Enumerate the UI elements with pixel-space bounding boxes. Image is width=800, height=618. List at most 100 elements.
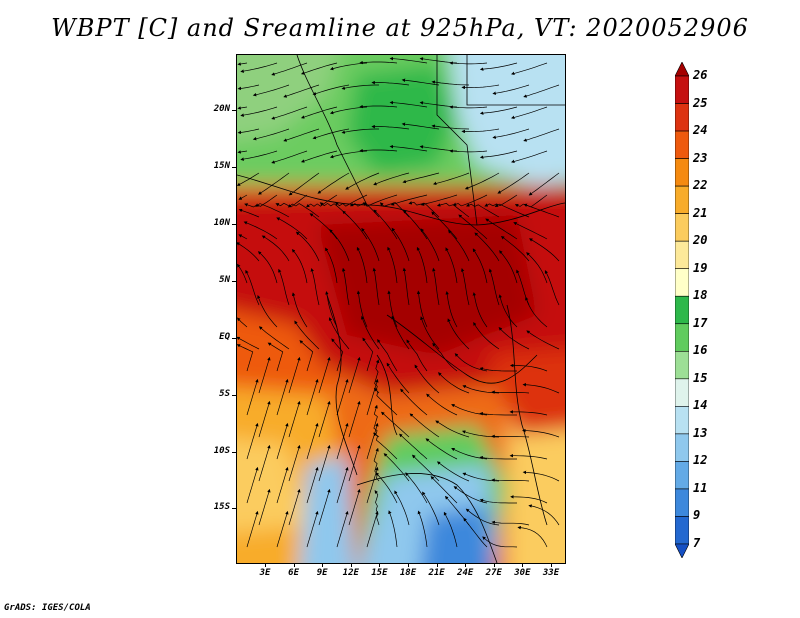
temperature-field bbox=[237, 55, 565, 563]
lon-tick bbox=[493, 563, 495, 567]
streamline bbox=[328, 317, 350, 350]
colorbar-label: 15 bbox=[693, 370, 708, 385]
streamline bbox=[514, 194, 548, 208]
streamline bbox=[373, 387, 398, 416]
lat-label: 15S bbox=[213, 502, 230, 512]
colorbar-segment bbox=[675, 516, 689, 545]
streamline bbox=[526, 330, 560, 350]
streamline bbox=[288, 444, 301, 482]
lat-tick bbox=[232, 110, 236, 111]
streamline bbox=[463, 517, 488, 548]
streamline bbox=[237, 344, 254, 372]
streamline bbox=[449, 149, 488, 153]
lon-label: 30E bbox=[514, 568, 531, 578]
streamline bbox=[362, 194, 398, 207]
colorbar-segment bbox=[675, 213, 689, 242]
streamline bbox=[348, 356, 361, 394]
streamline bbox=[391, 227, 410, 262]
streamline bbox=[240, 62, 278, 73]
streamline bbox=[479, 411, 517, 416]
streamline bbox=[402, 267, 410, 306]
streamline bbox=[374, 490, 380, 526]
streamline bbox=[295, 231, 320, 262]
lon-tick bbox=[465, 563, 467, 567]
lon-label: 15E bbox=[371, 568, 388, 578]
streamline bbox=[522, 382, 560, 394]
streamline bbox=[258, 400, 271, 438]
streamline bbox=[237, 150, 248, 154]
streamline bbox=[258, 356, 271, 394]
streamline bbox=[443, 511, 458, 548]
lon-label: 12E bbox=[342, 568, 359, 578]
temperature-streamline-map bbox=[237, 55, 565, 563]
streamline bbox=[479, 62, 518, 71]
streamline bbox=[341, 84, 379, 90]
streamline bbox=[383, 453, 410, 482]
streamline bbox=[522, 428, 560, 438]
streamline bbox=[484, 194, 518, 207]
streamline bbox=[300, 150, 338, 163]
streamline bbox=[276, 217, 308, 240]
streamline bbox=[271, 106, 308, 120]
colorbar-label: 14 bbox=[693, 398, 708, 413]
colorbar-segment bbox=[675, 103, 689, 132]
streamline bbox=[294, 320, 320, 350]
streamline bbox=[240, 150, 278, 161]
streamline bbox=[306, 466, 319, 504]
streamline bbox=[511, 106, 548, 120]
streamline bbox=[474, 232, 500, 262]
streamline bbox=[373, 447, 380, 482]
streamline bbox=[257, 294, 278, 328]
streamline bbox=[448, 229, 470, 262]
streamline bbox=[237, 263, 248, 284]
streamline bbox=[348, 488, 361, 526]
streamline bbox=[472, 292, 488, 328]
streamline bbox=[246, 510, 259, 548]
streamline bbox=[528, 238, 560, 262]
colorbar-segment bbox=[675, 433, 689, 462]
streamline bbox=[416, 246, 428, 284]
streamline bbox=[318, 444, 331, 482]
streamline bbox=[237, 317, 248, 328]
streamline bbox=[447, 318, 470, 350]
streamline bbox=[252, 84, 290, 97]
streamline bbox=[246, 466, 259, 504]
lon-tick bbox=[551, 563, 552, 567]
streamline bbox=[479, 455, 517, 460]
streamline bbox=[452, 194, 488, 207]
lat-label: EQ bbox=[219, 332, 230, 342]
streamline bbox=[491, 520, 530, 526]
streamline bbox=[417, 510, 428, 548]
colorbar-segment bbox=[675, 461, 689, 490]
streamline bbox=[386, 362, 410, 394]
map-title: WBPT [C] and Sreamline at 925hPa, VT: 20… bbox=[51, 14, 749, 42]
streamline bbox=[362, 337, 374, 372]
streamline bbox=[528, 504, 560, 526]
streamline bbox=[255, 203, 290, 218]
lon-label: 21E bbox=[428, 568, 445, 578]
streamline bbox=[342, 210, 368, 240]
streamline bbox=[291, 292, 308, 328]
lon-tick bbox=[408, 563, 409, 567]
streamline bbox=[491, 478, 530, 482]
streamline bbox=[246, 422, 259, 460]
streamline bbox=[288, 488, 301, 526]
streamline bbox=[258, 326, 290, 350]
lon-label: 6E bbox=[288, 568, 300, 578]
streamline bbox=[336, 422, 349, 460]
streamline bbox=[257, 251, 278, 284]
lat-label: 5S bbox=[219, 389, 230, 399]
streamline bbox=[237, 128, 260, 135]
colorbar-label: 24 bbox=[693, 123, 708, 138]
lat-tick bbox=[232, 281, 236, 282]
streamline bbox=[465, 203, 500, 218]
lon-tick bbox=[293, 563, 295, 567]
lat-label: 20N bbox=[213, 104, 230, 114]
streamline bbox=[238, 234, 248, 240]
streamline bbox=[414, 364, 440, 394]
streamline bbox=[300, 106, 338, 119]
colorbar-label: 23 bbox=[693, 150, 708, 165]
streamline bbox=[523, 128, 560, 142]
streamline bbox=[252, 128, 290, 141]
streamline bbox=[461, 84, 500, 90]
